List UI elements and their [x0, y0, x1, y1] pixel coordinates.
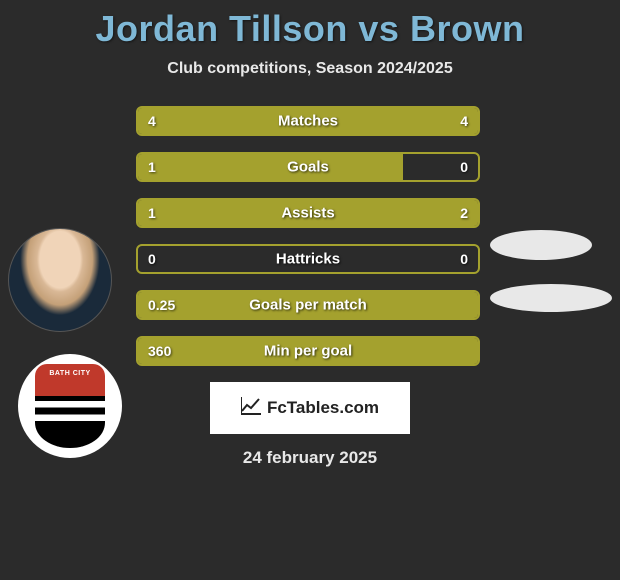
- stat-label: Goals: [138, 159, 478, 176]
- stat-row: 360Min per goal: [136, 336, 480, 366]
- attribution-text: FcTables.com: [267, 398, 379, 418]
- stat-label: Goals per match: [138, 297, 478, 314]
- stat-label: Matches: [138, 113, 478, 130]
- stat-label: Min per goal: [138, 343, 478, 360]
- stat-label: Assists: [138, 205, 478, 222]
- bath-city-badge-icon: [35, 364, 105, 448]
- player-right-placeholder: [490, 230, 592, 260]
- stat-row: 44Matches: [136, 106, 480, 136]
- infographic-container: Jordan Tillson vs Brown Club competition…: [0, 0, 620, 468]
- stat-row: 12Assists: [136, 198, 480, 228]
- stat-rows: 44Matches 10Goals 12Assists 00Hattricks 0.25…: [136, 106, 480, 366]
- content-area: 44Matches 10Goals 12Assists 00Hattricks 0.25…: [0, 106, 620, 468]
- stat-row: 00Hattricks: [136, 244, 480, 274]
- subtitle: Club competitions, Season 2024/2025: [0, 60, 620, 78]
- page-title: Jordan Tillson vs Brown: [0, 8, 620, 50]
- player-left-avatar: [8, 228, 112, 332]
- stat-row: 10Goals: [136, 152, 480, 182]
- chart-icon: [241, 397, 261, 420]
- stat-label: Hattricks: [138, 251, 478, 268]
- club-left-badge: [18, 354, 122, 458]
- attribution-box: FcTables.com: [210, 382, 410, 434]
- club-right-placeholder: [490, 284, 612, 312]
- stat-row: 0.25Goals per match: [136, 290, 480, 320]
